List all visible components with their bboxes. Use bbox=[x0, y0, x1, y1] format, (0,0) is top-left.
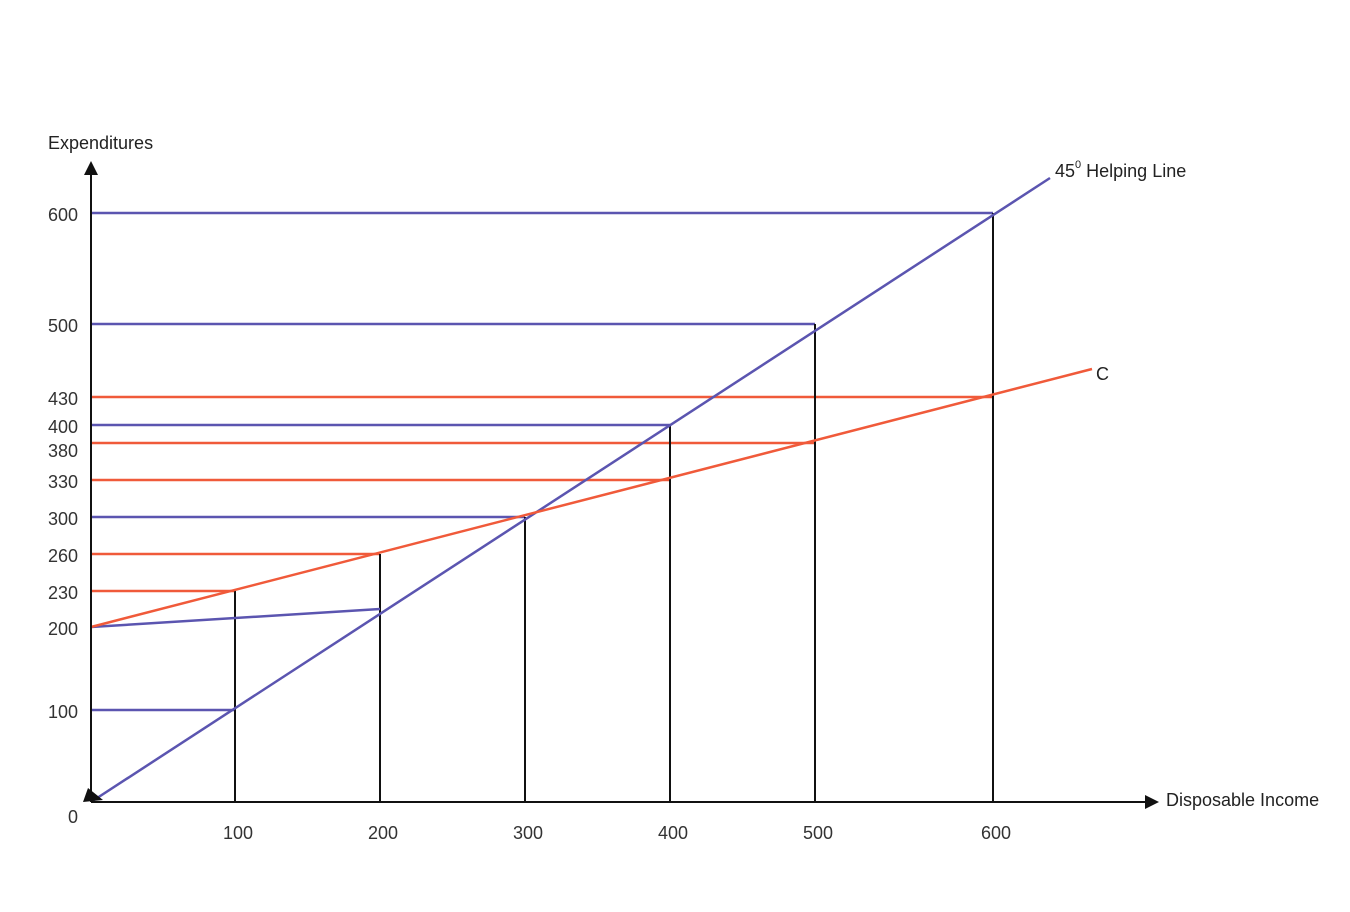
series-label-helping-rest: Helping Line bbox=[1081, 161, 1186, 181]
x-tick-label-500: 500 bbox=[803, 823, 833, 843]
y-tick-label-230: 230 bbox=[48, 583, 78, 603]
blue-segment-200 bbox=[90, 607, 381, 629]
y-tick-label-200: 200 bbox=[48, 619, 78, 639]
y-tick-label-600: 600 bbox=[48, 205, 78, 225]
x-axis-label: Disposable Income bbox=[1166, 790, 1319, 810]
labels: Expenditures Disposable Income 0 450 Hel… bbox=[48, 133, 1319, 827]
y-tick-label-300: 300 bbox=[48, 509, 78, 529]
helping-line-45 bbox=[90, 176, 1051, 804]
y-axis-label: Expenditures bbox=[48, 133, 153, 153]
y-tick-label-260: 260 bbox=[48, 546, 78, 566]
x-tick-label-200: 200 bbox=[368, 823, 398, 843]
series-label-c: C bbox=[1096, 364, 1109, 384]
series-label-helping-main: 45 bbox=[1055, 161, 1075, 181]
tick-labels: 100 200 300 400 500 600 100 200 230 260 300 330 380 4… bbox=[48, 205, 1011, 843]
y-tick-label-430: 430 bbox=[48, 389, 78, 409]
y-tick-label-400: 400 bbox=[48, 417, 78, 437]
x-tick-label-600: 600 bbox=[981, 823, 1011, 843]
y-tick-label-380: 380 bbox=[48, 441, 78, 461]
y-tick-label-330: 330 bbox=[48, 472, 78, 492]
y-tick-label-100: 100 bbox=[48, 702, 78, 722]
guide-lines bbox=[90, 211, 994, 802]
y-tick-label-500: 500 bbox=[48, 316, 78, 336]
series-lines bbox=[90, 176, 1093, 804]
consumption-line-c bbox=[90, 367, 1093, 629]
x-tick-label-400: 400 bbox=[658, 823, 688, 843]
axes bbox=[83, 161, 1159, 809]
x-tick-label-300: 300 bbox=[513, 823, 543, 843]
origin-arrowhead bbox=[83, 788, 103, 802]
series-label-helping-sup: 0 bbox=[1075, 159, 1081, 171]
series-label-helping-line: 450 Helping Line bbox=[1055, 159, 1186, 181]
origin-label: 0 bbox=[68, 807, 78, 827]
y-axis-arrowhead bbox=[84, 161, 98, 175]
x-tick-label-100: 100 bbox=[223, 823, 253, 843]
x-axis-arrowhead bbox=[1145, 795, 1159, 809]
